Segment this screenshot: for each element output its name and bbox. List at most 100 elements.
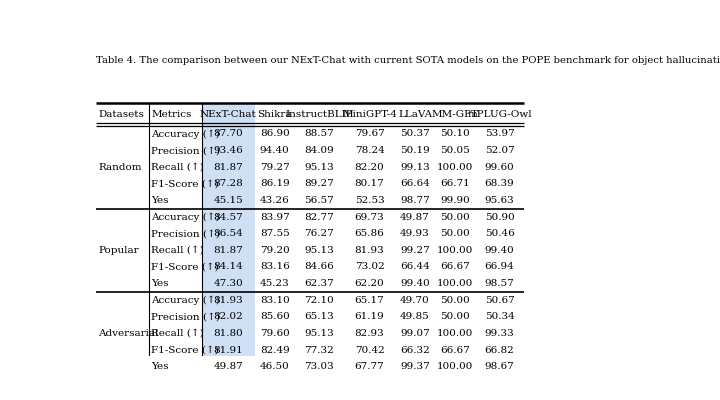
Text: Yes: Yes bbox=[151, 279, 169, 288]
Text: 83.10: 83.10 bbox=[260, 296, 289, 305]
Text: 98.57: 98.57 bbox=[485, 279, 515, 288]
Text: 49.87: 49.87 bbox=[400, 212, 430, 222]
Text: 83.16: 83.16 bbox=[260, 262, 289, 272]
Text: 99.07: 99.07 bbox=[400, 329, 430, 338]
Text: 66.71: 66.71 bbox=[440, 179, 470, 188]
Text: Precision (↑): Precision (↑) bbox=[151, 229, 220, 238]
Text: Yes: Yes bbox=[151, 362, 169, 371]
Text: 50.05: 50.05 bbox=[440, 146, 470, 155]
Text: 66.82: 66.82 bbox=[485, 346, 515, 355]
Text: 50.19: 50.19 bbox=[400, 146, 430, 155]
Text: Precision (↑): Precision (↑) bbox=[151, 146, 220, 155]
Bar bbox=[202, 209, 255, 292]
Text: 98.67: 98.67 bbox=[485, 362, 515, 371]
Text: 81.80: 81.80 bbox=[213, 329, 243, 338]
Text: 66.44: 66.44 bbox=[400, 262, 430, 272]
Text: Recall (↑): Recall (↑) bbox=[151, 246, 204, 255]
Text: 43.26: 43.26 bbox=[260, 196, 289, 205]
Text: 86.19: 86.19 bbox=[260, 179, 289, 188]
Text: NExT-Chat: NExT-Chat bbox=[199, 110, 256, 119]
Text: 99.90: 99.90 bbox=[440, 196, 470, 205]
Text: 73.03: 73.03 bbox=[305, 362, 334, 371]
Text: 99.40: 99.40 bbox=[485, 246, 515, 255]
Text: Recall (↑): Recall (↑) bbox=[151, 329, 204, 338]
Text: 87.55: 87.55 bbox=[260, 229, 289, 238]
Text: 62.20: 62.20 bbox=[355, 279, 384, 288]
Text: 50.00: 50.00 bbox=[440, 212, 470, 222]
Text: 66.64: 66.64 bbox=[400, 179, 430, 188]
Bar bbox=[202, 126, 255, 209]
Text: 79.60: 79.60 bbox=[260, 329, 289, 338]
Text: F1-Score (↑): F1-Score (↑) bbox=[151, 346, 219, 355]
Text: 79.20: 79.20 bbox=[260, 246, 289, 255]
Text: 50.90: 50.90 bbox=[485, 212, 515, 222]
Text: InstructBLIP: InstructBLIP bbox=[286, 110, 353, 119]
Text: 86.90: 86.90 bbox=[260, 130, 289, 138]
Text: Popular: Popular bbox=[99, 246, 139, 255]
Text: 49.70: 49.70 bbox=[400, 296, 430, 305]
Text: 84.14: 84.14 bbox=[213, 262, 243, 272]
Text: 82.49: 82.49 bbox=[260, 346, 289, 355]
Text: 99.60: 99.60 bbox=[485, 163, 515, 172]
Text: MM-GPT: MM-GPT bbox=[431, 110, 478, 119]
Text: 94.40: 94.40 bbox=[260, 146, 289, 155]
Text: 82.20: 82.20 bbox=[355, 163, 384, 172]
Text: 100.00: 100.00 bbox=[437, 279, 473, 288]
Text: 61.19: 61.19 bbox=[355, 312, 384, 321]
Text: Yes: Yes bbox=[151, 196, 169, 205]
Text: 49.85: 49.85 bbox=[400, 312, 430, 321]
Text: MiniGPT-4: MiniGPT-4 bbox=[342, 110, 397, 119]
Text: 52.53: 52.53 bbox=[355, 196, 384, 205]
Text: 62.37: 62.37 bbox=[305, 279, 334, 288]
Text: 95.13: 95.13 bbox=[305, 246, 334, 255]
Text: 99.33: 99.33 bbox=[485, 329, 515, 338]
Text: 80.17: 80.17 bbox=[355, 179, 384, 188]
Text: 99.27: 99.27 bbox=[400, 246, 430, 255]
Text: 46.50: 46.50 bbox=[260, 362, 289, 371]
Text: 49.93: 49.93 bbox=[400, 229, 430, 238]
Text: Metrics: Metrics bbox=[151, 110, 192, 119]
Text: F1-Score (↑): F1-Score (↑) bbox=[151, 262, 219, 272]
Text: 99.40: 99.40 bbox=[400, 279, 430, 288]
Text: 88.57: 88.57 bbox=[305, 130, 334, 138]
Text: 99.37: 99.37 bbox=[400, 362, 430, 371]
Text: 93.46: 93.46 bbox=[213, 146, 243, 155]
Text: 67.77: 67.77 bbox=[355, 362, 384, 371]
Text: 52.07: 52.07 bbox=[485, 146, 515, 155]
Text: 81.93: 81.93 bbox=[355, 246, 384, 255]
Text: Accuracy (↑): Accuracy (↑) bbox=[151, 296, 220, 305]
Text: 45.23: 45.23 bbox=[260, 279, 289, 288]
Text: Shikra: Shikra bbox=[258, 110, 292, 119]
Text: Table 4. The comparison between our NExT-Chat with current SOTA models on the PO: Table 4. The comparison between our NExT… bbox=[96, 56, 720, 65]
Text: 82.77: 82.77 bbox=[305, 212, 334, 222]
Text: 65.17: 65.17 bbox=[355, 296, 384, 305]
Text: 87.70: 87.70 bbox=[213, 130, 243, 138]
Text: 50.00: 50.00 bbox=[440, 312, 470, 321]
Text: 84.57: 84.57 bbox=[213, 212, 243, 222]
Text: Precision (↑): Precision (↑) bbox=[151, 312, 220, 321]
Text: 83.97: 83.97 bbox=[260, 212, 289, 222]
Text: 68.39: 68.39 bbox=[485, 179, 515, 188]
Text: 100.00: 100.00 bbox=[437, 329, 473, 338]
Text: 66.67: 66.67 bbox=[440, 346, 470, 355]
Text: 73.02: 73.02 bbox=[355, 262, 384, 272]
Text: 56.57: 56.57 bbox=[305, 196, 334, 205]
Text: 95.63: 95.63 bbox=[485, 196, 515, 205]
Bar bbox=[202, 104, 255, 126]
Text: 98.77: 98.77 bbox=[400, 196, 430, 205]
Text: 49.87: 49.87 bbox=[213, 362, 243, 371]
Text: 84.66: 84.66 bbox=[305, 262, 334, 272]
Text: 76.27: 76.27 bbox=[305, 229, 334, 238]
Text: 66.67: 66.67 bbox=[440, 262, 470, 272]
Text: 70.42: 70.42 bbox=[355, 346, 384, 355]
Text: 99.13: 99.13 bbox=[400, 163, 430, 172]
Text: 50.46: 50.46 bbox=[485, 229, 515, 238]
Text: 86.54: 86.54 bbox=[213, 229, 243, 238]
Text: 65.13: 65.13 bbox=[305, 312, 334, 321]
Bar bbox=[202, 292, 255, 375]
Text: 50.10: 50.10 bbox=[440, 130, 470, 138]
Text: 65.86: 65.86 bbox=[355, 229, 384, 238]
Text: 78.24: 78.24 bbox=[355, 146, 384, 155]
Text: 50.00: 50.00 bbox=[440, 296, 470, 305]
Text: Datasets: Datasets bbox=[99, 110, 144, 119]
